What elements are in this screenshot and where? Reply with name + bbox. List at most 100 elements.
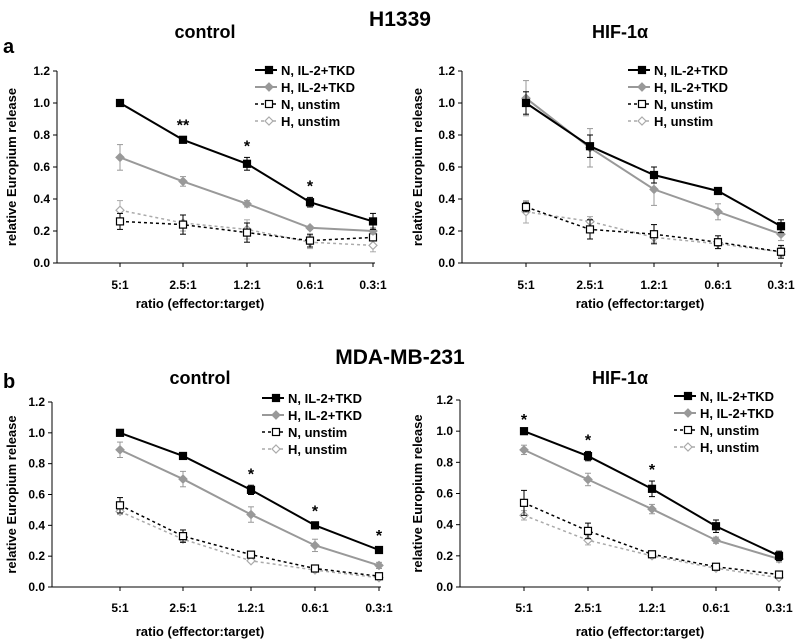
y-axis-label: relative Europium release	[410, 88, 425, 246]
legend-item: N, unstim	[628, 97, 713, 112]
legend-label: N, IL-2+TKD	[288, 391, 362, 406]
panel-title: control	[175, 22, 236, 42]
y-axis-label: relative Europium release	[410, 414, 425, 572]
y-tick-label: 0.6	[33, 160, 50, 174]
legend: N, IL-2+TKD H, IL-2+TKD N, unstim H, unstim	[674, 389, 774, 455]
legend-item: N, unstim	[674, 423, 759, 438]
series-n-unstim	[115, 497, 384, 581]
legend-marker	[683, 442, 693, 452]
x-tick-label: 2.5:1	[574, 601, 602, 615]
chart-panel-2: control 0.0 0.2 0.4 0.6 0.8 1.0 1.2 5:1 2.5:1 1.2:…	[4, 368, 393, 639]
y-tick-label: 0.2	[33, 224, 50, 238]
y-axis-label: relative Europium release	[4, 415, 19, 573]
x-tick-label: 1.2:1	[233, 278, 261, 292]
legend-item: N, IL-2+TKD	[674, 389, 774, 404]
data-point	[305, 222, 315, 233]
data-point	[776, 222, 786, 231]
y-tick-label: 0.8	[28, 457, 45, 471]
x-tick-label: 2.5:1	[169, 601, 197, 615]
legend-item: H, unstim	[674, 440, 759, 455]
y-axis-label: relative Europium release	[4, 88, 19, 246]
data-point	[115, 217, 125, 226]
y-tick-label: 1.0	[438, 96, 455, 110]
legend-marker	[683, 391, 693, 401]
legend-marker	[264, 82, 274, 92]
y-tick-label: 1.2	[436, 393, 453, 407]
legend-label: H, unstim	[281, 114, 340, 129]
data-point	[115, 501, 125, 510]
data-point	[242, 228, 252, 237]
data-point	[305, 236, 315, 245]
data-point	[647, 550, 657, 559]
x-axis-label: ratio (effector:target)	[576, 296, 705, 311]
data-point	[368, 217, 378, 226]
data-point	[521, 98, 531, 108]
series-n-unstim	[115, 212, 378, 248]
legend-item: H, IL-2+TKD	[262, 408, 362, 423]
legend-label: H, IL-2+TKD	[700, 406, 774, 421]
data-point	[246, 550, 256, 559]
series-line	[119, 510, 380, 579]
legend-label: H, IL-2+TKD	[654, 80, 728, 95]
x-tick-label: 1.2:1	[640, 278, 668, 292]
row-b-title: MDA-MB-231	[335, 346, 465, 369]
y-tick-label: 1.0	[33, 96, 50, 110]
data-point	[178, 135, 188, 144]
data-point	[583, 452, 593, 461]
legend-label: H, IL-2+TKD	[288, 408, 362, 423]
legend-marker	[271, 393, 281, 403]
data-point	[178, 451, 188, 461]
x-tick-label: 0.6:1	[296, 278, 324, 292]
data-point	[649, 230, 659, 239]
data-point	[647, 504, 657, 514]
y-tick-label: 0.4	[438, 192, 455, 206]
data-point	[374, 572, 384, 581]
data-point	[711, 522, 721, 531]
legend-marker	[271, 427, 281, 437]
legend-item: H, IL-2+TKD	[628, 80, 728, 95]
data-point	[647, 484, 657, 493]
legend-label: N, unstim	[700, 423, 759, 438]
legend-marker	[637, 99, 647, 109]
data-point	[519, 445, 529, 455]
x-tick-label: 1.2:1	[237, 601, 265, 615]
significance-marker: *	[585, 432, 592, 449]
series-n-il-2-tkd	[521, 91, 786, 234]
data-point	[776, 247, 786, 256]
y-tick-label: 0.4	[436, 518, 453, 532]
legend-label: N, unstim	[654, 97, 713, 112]
legend-item: N, unstim	[255, 97, 340, 112]
data-point	[519, 498, 529, 507]
series-h-unstim	[115, 506, 384, 583]
legend-marker	[271, 410, 281, 420]
legend-item: H, unstim	[255, 114, 340, 129]
x-axis-label: ratio (effector:target)	[576, 624, 705, 639]
data-point	[178, 532, 188, 541]
data-point	[178, 474, 188, 484]
legend-label: H, unstim	[288, 442, 347, 457]
legend-item: N, IL-2+TKD	[262, 391, 362, 406]
legend-label: H, IL-2+TKD	[281, 80, 355, 95]
y-tick-label: 0.6	[436, 487, 453, 501]
significance-marker: *	[312, 503, 319, 520]
legend-item: N, IL-2+TKD	[255, 63, 355, 78]
data-point	[649, 184, 659, 195]
legend-marker	[637, 116, 647, 126]
legend-item: H, unstim	[262, 442, 347, 457]
legend-label: H, unstim	[654, 114, 713, 129]
legend: N, IL-2+TKD H, IL-2+TKD N, unstim H, unstim	[262, 391, 362, 457]
x-tick-label: 0.6:1	[702, 601, 730, 615]
significance-marker: *	[248, 466, 255, 483]
data-point	[115, 444, 125, 455]
data-point	[711, 535, 721, 546]
y-tick-label: 0.8	[33, 128, 50, 142]
data-point	[585, 142, 595, 151]
data-point	[374, 545, 384, 555]
y-tick-label: 0.8	[436, 455, 453, 469]
data-point	[649, 170, 659, 180]
data-point	[521, 202, 531, 212]
y-tick-label: 1.2	[438, 64, 455, 78]
data-point	[115, 98, 125, 108]
legend-marker	[637, 82, 647, 92]
